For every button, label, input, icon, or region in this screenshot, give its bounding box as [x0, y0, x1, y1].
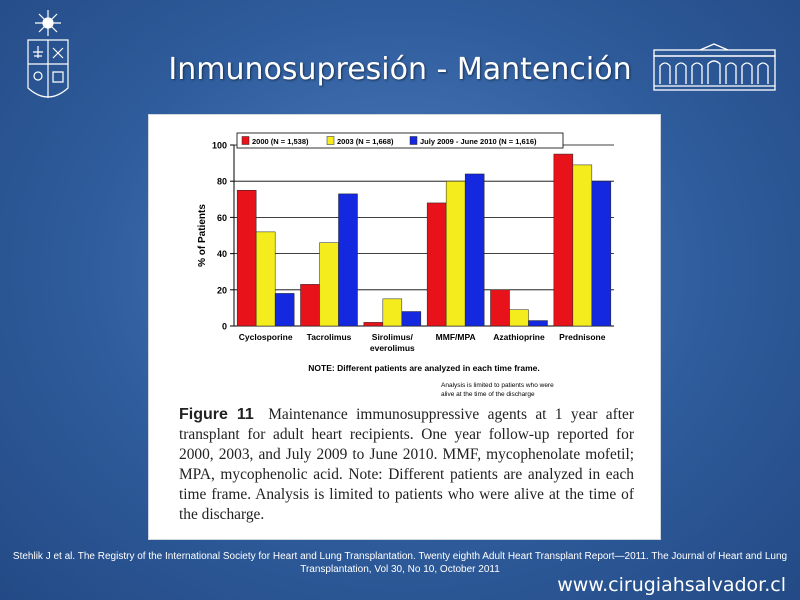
bar — [528, 320, 548, 327]
figure-caption: Figure 11 Maintenance immunosuppressive … — [179, 405, 634, 525]
bar — [382, 298, 403, 327]
y-tick-label: 60 — [217, 213, 227, 223]
x-tick-label: MMF/MPA — [436, 332, 476, 342]
legend-label: July 2009 - June 2010 (N = 1,616) — [420, 137, 537, 146]
bar — [363, 322, 384, 327]
bar — [553, 153, 574, 327]
y-tick-label: 100 — [212, 141, 227, 151]
bar — [319, 242, 339, 327]
analysis-note-line2: alive at the time of the discharge — [441, 391, 535, 398]
y-tick-label: 80 — [217, 177, 227, 187]
bar — [445, 180, 466, 327]
y-tick-label: 40 — [217, 249, 227, 259]
legend-swatch — [241, 136, 250, 145]
bar — [490, 289, 510, 327]
citation: Stehlik J et al. The Registry of the Int… — [12, 551, 788, 575]
figure-caption-text: Maintenance immunosuppressive agents at … — [179, 406, 634, 523]
bar-chart: 0 20 40 60 80 100 % of Patients Cyclosporine Tac… — [197, 132, 614, 398]
university-seal-logo — [27, 10, 69, 98]
y-tick-label: 20 — [217, 285, 227, 295]
y-tick-label: 0 — [222, 322, 227, 332]
slide-title: Inmunosupresión - Mantención — [168, 52, 632, 87]
analysis-note-line1: Analysis is limited to patients who were — [441, 382, 554, 389]
x-tick-label: Cyclosporine — [239, 332, 293, 342]
chart-note: NOTE: Different patients are analyzed in… — [308, 363, 539, 373]
bar — [255, 231, 276, 327]
x-tick-label: everolimus — [370, 343, 415, 353]
figure-label: Figure 11 — [179, 406, 254, 423]
bar — [274, 293, 295, 327]
bar — [572, 164, 593, 327]
website-url[interactable]: www.cirugiahsalvador.cl — [557, 574, 786, 596]
bar — [591, 180, 612, 327]
legend-swatch — [326, 136, 335, 145]
legend-box — [236, 132, 564, 149]
x-tick-label: Azathioprine — [493, 332, 545, 342]
legend-label: 2003 (N = 1,668) — [337, 137, 394, 146]
bar — [509, 309, 529, 327]
bar — [236, 190, 257, 327]
legend-swatch — [409, 136, 418, 145]
building-logo — [653, 43, 776, 91]
x-tick-label: Sirolimus/ — [372, 332, 414, 342]
y-axis-label: % of Patients — [197, 204, 208, 267]
bar — [401, 311, 422, 327]
bar — [300, 284, 320, 327]
bar — [464, 173, 485, 327]
figure-panel: 0 20 40 60 80 100 % of Patients Cyclosporine Tac… — [148, 114, 661, 540]
x-tick-label: Tacrolimus — [307, 332, 352, 342]
x-tick-label: Prednisone — [559, 332, 606, 342]
bar — [426, 202, 447, 327]
bar — [338, 193, 358, 327]
legend-label: 2000 (N = 1,538) — [252, 137, 309, 146]
